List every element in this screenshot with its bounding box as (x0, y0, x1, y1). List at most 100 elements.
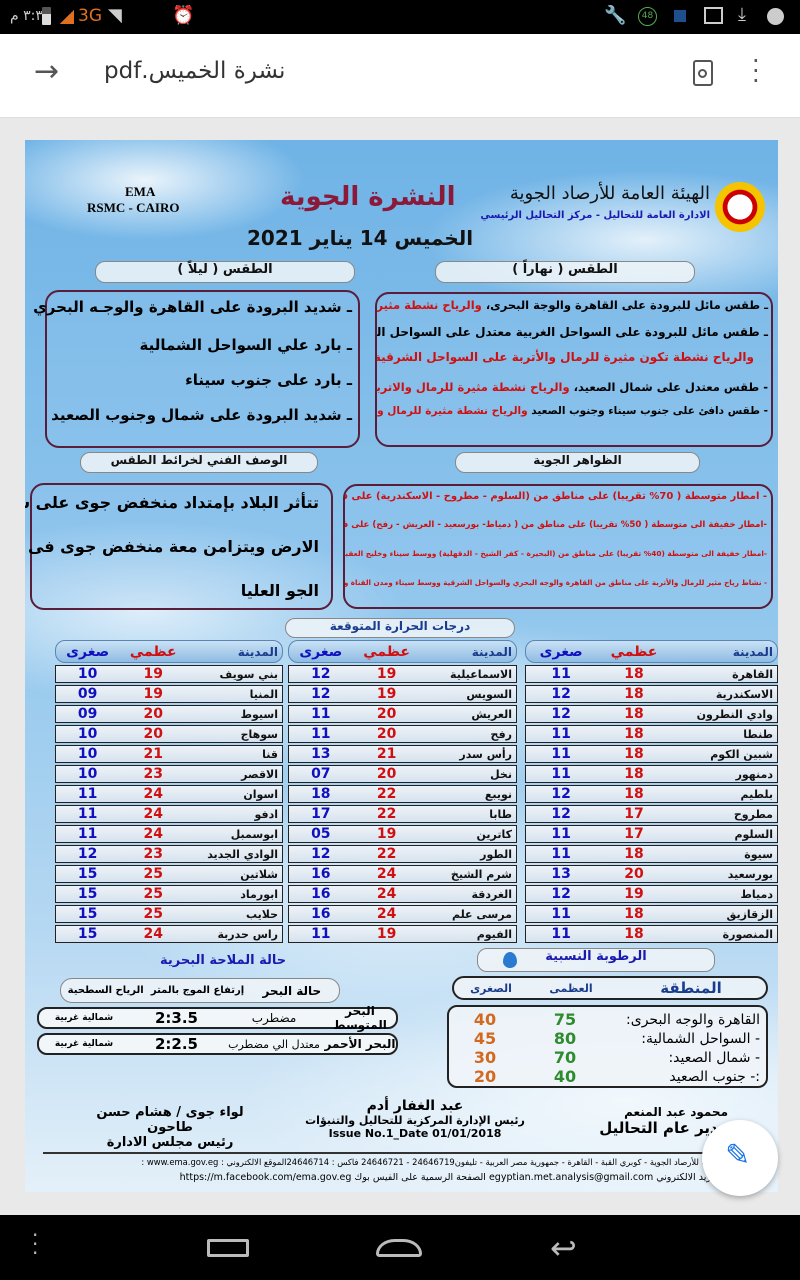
city-name: الطور (480, 847, 512, 861)
table-row: طابا 22 17 (288, 805, 517, 823)
min-temp: 07 (311, 766, 331, 782)
max-temp: 19 (376, 826, 397, 842)
table-header: المدينة عظمي صغرى (55, 640, 283, 663)
city-name: سيوة (744, 847, 773, 861)
tech-header: الوصف الفني لخرائط الطقس (80, 452, 318, 473)
city-name: حلايب (245, 907, 278, 921)
phenomena-line: -امطار خفيفة الى متوسطة ( 50% تقريبا) عل… (343, 520, 767, 530)
col-max: عظمي (610, 643, 658, 660)
max-temp: 25 (143, 866, 163, 882)
table-row: نخل 20 07 (288, 765, 517, 783)
humidity-max: 75 (553, 1010, 577, 1029)
col-region: المنطقة (660, 979, 722, 997)
min-temp: 10 (77, 766, 98, 782)
table-row: شبين الكوم 18 11 (525, 745, 778, 763)
min-temp: 10 (77, 726, 98, 742)
max-temp: 19 (376, 666, 397, 682)
min-temp: 11 (311, 706, 331, 722)
alarm-icon: ⏰ (172, 5, 195, 26)
city-name: الغردقة (471, 887, 512, 901)
region-name: القاهرة والوجه البحرى: (626, 1011, 760, 1028)
city-name: شبين الكوم (710, 747, 773, 761)
phenomena-header: الظواهر الجوية (455, 452, 700, 473)
water-drop-icon (503, 952, 517, 968)
table-row: السويس 19 12 (288, 685, 517, 703)
table-row: بلطيم 18 12 (525, 785, 778, 803)
region-name: :- جنوب الصعيد (669, 1068, 760, 1085)
city-name: الفيوم (476, 927, 512, 941)
max-temp: 25 (143, 906, 163, 922)
min-temp: 11 (551, 846, 571, 862)
rsmc-label: RSMC - CAIRO (87, 200, 180, 215)
min-temp: 15 (77, 866, 98, 882)
city-name: مرسى علم (451, 907, 512, 921)
humidity-min: 30 (473, 1048, 497, 1067)
back-icon[interactable]: ↩ (550, 1229, 577, 1267)
phenomena-line: - نشاط رياح مثير للرمال والأتربة على منا… (343, 578, 767, 587)
table-header: المدينة عظمي صغرى (525, 640, 778, 663)
max-temp: 20 (143, 726, 163, 742)
home-icon[interactable] (376, 1239, 422, 1257)
max-temp: 19 (376, 926, 397, 942)
max-temp: 18 (624, 906, 644, 922)
day-line: ـ طقس مائل للبرودة على السواحل الغربية م… (375, 325, 768, 339)
marine-row: البحر الأحمر معتدل الي مضطرب 2:2.5 شمالي… (37, 1033, 398, 1055)
temperature-table: المدينة عظمي صغرى بني سويف 19 10 المنيا 19 09 اسي… (55, 640, 283, 943)
max-temp: 21 (376, 746, 397, 762)
min-temp: 13 (551, 866, 571, 882)
marine-header: حالة البحر إرتفاع الموج بالمتر الرياح ال… (60, 978, 340, 1003)
min-temp: 12 (551, 786, 571, 802)
wifi-icon: ◥ (108, 5, 122, 26)
col-min: صغرى (66, 643, 110, 660)
city-name: بلطيم (740, 787, 773, 801)
table-row: اسوان 24 11 (55, 785, 283, 803)
min-temp: 11 (551, 766, 571, 782)
table-row: مطروح 17 12 (525, 805, 778, 823)
min-temp: 09 (77, 706, 98, 722)
col-min: صغرى (539, 643, 583, 660)
night-line: ـ بارد على جنوب سيناء (185, 371, 352, 389)
ema-logo (715, 182, 765, 232)
min-temp: 13 (311, 746, 331, 762)
more-vert-icon[interactable]: · · · (752, 47, 760, 95)
max-temp: 18 (624, 766, 644, 782)
max-temp: 23 (143, 846, 163, 862)
humidity-row: - السواحل الشمالية: 80 45 (449, 1029, 760, 1048)
recent-apps-icon[interactable] (207, 1239, 249, 1257)
table-row: ادفو 24 11 (55, 805, 283, 823)
table-row: الاقصر 23 10 (55, 765, 283, 783)
min-temp: 10 (77, 746, 98, 762)
humidity-title: الرطوبة النسبية (545, 949, 647, 964)
table-row: دمياط 19 12 (525, 885, 778, 903)
signature: لواء جوى / هشام حسن طاحون رئيس مجلس الاد… (75, 1105, 265, 1150)
city-name: شلاتين (240, 867, 278, 881)
bulletin-title: النشرة الجوية (280, 182, 456, 212)
footer-divider (43, 1152, 763, 1154)
max-temp: 18 (624, 666, 644, 682)
menu-dots-icon[interactable]: · · · (32, 1223, 39, 1265)
signal-icon (60, 10, 74, 24)
humidity-row: :- جنوب الصعيد 40 20 (449, 1067, 760, 1086)
table-row: الغردقة 24 16 (288, 885, 517, 903)
night-line: ـ شديد البرودة على القاهرة والوجـه البحر… (33, 298, 352, 316)
min-temp: 11 (311, 926, 331, 942)
max-temp: 20 (376, 726, 397, 742)
sea-state: معتدل الي مضطرب (228, 1037, 320, 1051)
max-temp: 22 (376, 846, 397, 862)
edit-fab[interactable]: ✎ (702, 1120, 778, 1196)
forward-arrow-icon[interactable]: → (34, 54, 60, 89)
table-row: سوهاج 20 10 (55, 725, 283, 743)
max-temp: 22 (376, 786, 397, 802)
city-name: دمنهور (735, 767, 773, 781)
marine-col: الرياح السطحية (67, 985, 144, 996)
city-name: الزقازيق (726, 907, 773, 921)
table-row: اسيوط 20 09 (55, 705, 283, 723)
surface-wind: شمالية غربية (54, 1013, 114, 1023)
search-document-icon[interactable] (693, 60, 713, 86)
phenomena-line: -امطار خفيفة الى متوسطة (40% تقريبا) على… (343, 549, 767, 558)
table-row: الطور 22 12 (288, 845, 517, 863)
table-row: بني سويف 19 10 (55, 665, 283, 683)
table-row: الفيوم 19 11 (288, 925, 517, 943)
app-bar: → نشرة الخميس.pdf · · · (0, 34, 800, 118)
humidity-max: 70 (553, 1048, 577, 1067)
